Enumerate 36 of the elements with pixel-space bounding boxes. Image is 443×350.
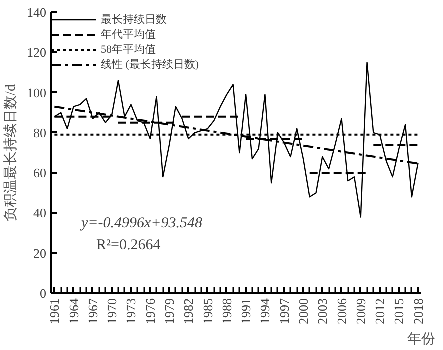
x-tick-label: 1961	[47, 298, 62, 324]
y-tick-label: 20	[34, 246, 46, 261]
legend-label: 线性 (最长持续日数)	[101, 58, 200, 72]
x-tick-label: 2009	[353, 298, 368, 324]
x-tick-label: 1997	[276, 298, 292, 324]
x-tick-label: 2018	[410, 298, 426, 324]
x-tick-label: 2012	[372, 298, 388, 324]
legend-label: 最长持续日数	[101, 13, 167, 27]
y-tick-label: 100	[27, 85, 46, 100]
x-tick-label: 1967	[85, 298, 100, 324]
legend-label: 58年平均值	[101, 43, 156, 57]
x-tick-label: 1970	[104, 298, 120, 324]
y-tick-label: 140	[27, 5, 46, 20]
y-tick-label: 120	[27, 45, 46, 60]
y-tick-label: 60	[34, 166, 46, 181]
x-tick-label: 2003	[315, 298, 330, 324]
x-tick-label: 1976	[142, 298, 158, 324]
x-axis-title: 年份	[408, 332, 436, 348]
x-tick-label: 2006	[334, 298, 350, 324]
x-tick-label: 2000	[296, 298, 311, 324]
y-tick-label: 80	[34, 125, 46, 140]
x-tick-label: 1964	[66, 298, 82, 324]
x-tick-label: 2015	[392, 298, 407, 324]
x-tick-label: 1988	[219, 298, 234, 324]
y-axis-title: 负积温最长持续日数/d	[3, 84, 19, 222]
y-tick-label: 40	[34, 206, 46, 221]
annotation: y=-0.4996x+93.548	[80, 216, 204, 232]
x-tick-label: 1979	[162, 298, 178, 324]
x-tick-label: 1994	[258, 298, 273, 324]
y-tick-label: 0	[40, 286, 46, 301]
x-tick-label: 1982	[181, 298, 196, 324]
annotation: R²=0.2664	[96, 238, 162, 254]
legend-label: 年代平均值	[101, 28, 156, 42]
x-tick-label: 1991	[238, 298, 254, 324]
x-tick-label: 1985	[200, 298, 216, 324]
x-tick-label: 1973	[124, 298, 139, 324]
